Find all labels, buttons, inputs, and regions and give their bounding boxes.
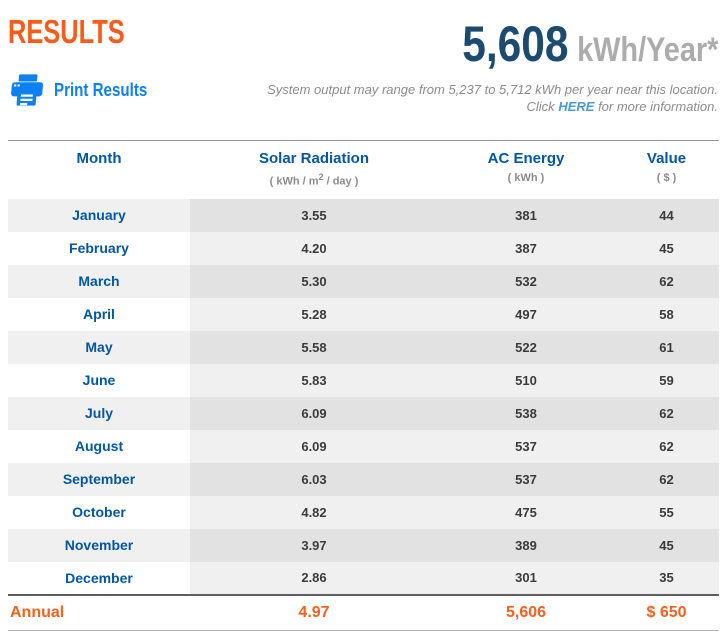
ac-cell: 301	[438, 561, 614, 595]
col-header-month: Month	[8, 140, 190, 199]
col-header-solar-radiation: Solar Radiation ( kWh / m2 / day )	[190, 140, 438, 199]
annual-solar: 4.97	[190, 593, 438, 631]
solar-cell: 3.55	[190, 198, 438, 232]
value-header-label: Value	[646, 150, 687, 167]
disclaimer-line2: Click HERE for more information.	[267, 98, 718, 115]
annual-output-value: 5,608	[461, 16, 569, 72]
table-row-april: April 5.28 497 58	[8, 297, 719, 331]
solar-cell: 3.97	[190, 528, 438, 562]
ac-cell: 389	[438, 528, 614, 562]
ac-cell: 475	[438, 495, 614, 529]
month-cell: January	[8, 198, 190, 232]
output-range-disclaimer: System output may range from 5,237 to 5,…	[267, 81, 718, 115]
disclaimer-line1: System output may range from 5,237 to 5,…	[267, 82, 718, 97]
annual-value: $ 650	[614, 593, 719, 631]
annual-label: Annual	[8, 593, 190, 631]
col-header-ac-energy: AC Energy ( kWh )	[438, 140, 614, 199]
solar-cell: 5.30	[190, 264, 438, 298]
month-cell: May	[8, 330, 190, 364]
table-header-row: Month Solar Radiation ( kWh / m2 / day )…	[8, 140, 719, 199]
value-cell: 45	[614, 528, 719, 562]
month-cell: June	[8, 363, 190, 397]
solar-cell: 6.09	[190, 429, 438, 463]
ac-cell: 387	[438, 231, 614, 265]
month-cell: November	[8, 528, 190, 562]
month-cell: March	[8, 264, 190, 298]
value-cell: 45	[614, 231, 719, 265]
monthly-results-table: Month Solar Radiation ( kWh / m2 / day )…	[8, 140, 719, 631]
value-cell: 62	[614, 264, 719, 298]
print-results-label: Print Results	[54, 79, 148, 100]
value-cell: 59	[614, 363, 719, 397]
annual-output-unit: kWh/Year*	[576, 31, 718, 69]
month-cell: October	[8, 495, 190, 529]
results-header: RESULTS	[0, 0, 727, 140]
header-right: 5,608 kWh/Year* System output may range …	[267, 14, 718, 140]
month-cell: August	[8, 429, 190, 463]
value-cell: 61	[614, 330, 719, 364]
ac-energy-header-label: AC Energy	[487, 150, 565, 167]
col-header-value: Value ( $ )	[614, 140, 719, 199]
here-link[interactable]: HERE	[558, 99, 595, 114]
ac-cell: 538	[438, 396, 614, 430]
header-left: RESULTS	[8, 14, 165, 140]
page-title-text: RESULTS	[8, 13, 125, 50]
table-row-june: June 5.83 510 59	[8, 363, 719, 397]
value-cell: 44	[614, 198, 719, 232]
table-row-november: November 3.97 389 45	[8, 528, 719, 562]
table-row-july: July 6.09 538 62	[8, 396, 719, 430]
table-row-august: August 6.09 537 62	[8, 429, 719, 463]
print-results-button[interactable]: Print Results	[8, 73, 165, 107]
solar-cell: 4.82	[190, 495, 438, 529]
page-title: RESULTS	[8, 14, 165, 51]
ac-cell: 497	[438, 297, 614, 331]
table-row-may: May 5.58 522 61	[8, 330, 719, 364]
solar-cell: 4.20	[190, 231, 438, 265]
solar-cell: 5.83	[190, 363, 438, 397]
solar-radiation-unit-label: ( kWh / m2 / day )	[269, 172, 359, 188]
value-unit-label: ( $ )	[656, 172, 677, 184]
ac-cell: 532	[438, 264, 614, 298]
value-cell: 62	[614, 396, 719, 430]
table-row-october: October 4.82 475 55	[8, 495, 719, 529]
month-cell: February	[8, 231, 190, 265]
table-row-september: September 6.03 537 62	[8, 462, 719, 496]
table-row-december: December 2.86 301 35	[8, 561, 719, 595]
value-cell: 55	[614, 495, 719, 529]
annual-row: Annual 4.97 5,606 $ 650	[8, 593, 719, 631]
table-row-february: February 4.20 387 45	[8, 231, 719, 265]
value-cell: 62	[614, 462, 719, 496]
value-cell: 35	[614, 561, 719, 595]
table-row-march: March 5.30 532 62	[8, 264, 719, 298]
disclaimer-rest-text: for more information.	[598, 99, 718, 114]
table-row-january: January 3.55 381 44	[8, 198, 719, 232]
solar-cell: 6.03	[190, 462, 438, 496]
month-cell: December	[8, 561, 190, 595]
month-cell: September	[8, 462, 190, 496]
solar-cell: 5.58	[190, 330, 438, 364]
value-cell: 62	[614, 429, 719, 463]
month-cell: April	[8, 297, 190, 331]
value-cell: 58	[614, 297, 719, 331]
ac-energy-unit-label: ( kWh )	[507, 172, 545, 184]
annual-ac: 5,606	[438, 593, 614, 631]
solar-cell: 6.09	[190, 396, 438, 430]
month-header-label: Month	[76, 150, 122, 167]
solar-cell: 5.28	[190, 297, 438, 331]
solar-cell: 2.86	[190, 561, 438, 595]
printer-icon	[8, 73, 46, 107]
ac-cell: 510	[438, 363, 614, 397]
annual-output: 5,608 kWh/Year*	[462, 19, 718, 69]
ac-cell: 537	[438, 462, 614, 496]
month-cell: July	[8, 396, 190, 430]
ac-cell: 537	[438, 429, 614, 463]
ac-cell: 381	[438, 198, 614, 232]
solar-radiation-header-label: Solar Radiation	[258, 150, 370, 167]
ac-cell: 522	[438, 330, 614, 364]
disclaimer-click-text: Click	[526, 99, 555, 114]
